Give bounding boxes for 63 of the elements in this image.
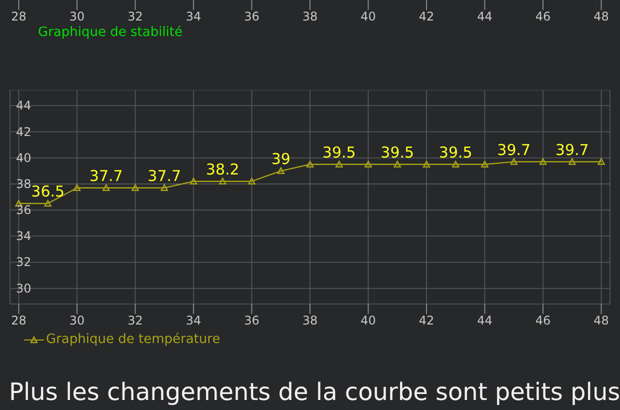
- point: [364, 160, 372, 168]
- point: [306, 160, 314, 168]
- point: [132, 184, 139, 191]
- point: [219, 178, 226, 184]
- legend-label: Graphique de température: [46, 332, 220, 347]
- x2-tick-label: 36: [244, 10, 260, 24]
- point: [568, 158, 576, 165]
- point: [422, 160, 430, 168]
- data-label: 36.5: [31, 182, 65, 201]
- data-label: 39.7: [497, 140, 531, 159]
- x-tick-label: 32: [128, 314, 143, 328]
- point: [452, 160, 460, 168]
- point: [394, 160, 401, 168]
- x2-tick-label: 48: [594, 10, 609, 24]
- x2-tick-label: 32: [128, 10, 143, 24]
- x2-tick-label: 34: [186, 10, 202, 24]
- y-tick-label: 38: [16, 176, 32, 191]
- point: [44, 200, 52, 207]
- x-tick-label: 44: [477, 314, 492, 328]
- point: [160, 184, 168, 191]
- x-tick-label: 42: [418, 314, 434, 328]
- x-tick-label: 38: [302, 314, 318, 328]
- point: [336, 160, 343, 168]
- x-tick-label: 36: [244, 314, 260, 328]
- x-tick-label: 30: [69, 314, 85, 328]
- y-tick-label: 32: [16, 255, 32, 270]
- x2-tick-label: 46: [535, 10, 551, 24]
- y-tick-label: 30: [16, 281, 32, 296]
- x-tick-label: 40: [360, 314, 376, 328]
- data-label: 39.5: [380, 143, 414, 162]
- point: [277, 167, 284, 174]
- y-tick-label: 42: [16, 124, 32, 139]
- data-label: 39.5: [322, 143, 356, 162]
- point: [73, 184, 81, 191]
- point: [102, 184, 110, 191]
- text: Plus les changements de la courbe sont petits plus: [9, 378, 620, 406]
- x2-tick-label: 28: [11, 10, 26, 24]
- y-tick-label: 34: [16, 229, 32, 244]
- x2-tick-label: 30: [69, 10, 85, 24]
- x2-tick-label: 40: [360, 10, 376, 24]
- y-tick-label: 40: [16, 150, 32, 165]
- data-label: 39: [271, 150, 290, 168]
- x2-tick-label: 38: [302, 10, 318, 24]
- x2-tick-label: 42: [418, 10, 434, 24]
- x-tick-label: 48: [594, 314, 609, 328]
- point: [190, 178, 198, 184]
- data-label: 38.2: [206, 160, 240, 178]
- point: [539, 158, 547, 165]
- x-tick-label: 28: [11, 314, 26, 328]
- x2-tick-label: 44: [477, 10, 492, 24]
- data-label: 37.7: [89, 166, 123, 185]
- point: [598, 158, 605, 165]
- y-tick-label: 36: [16, 203, 32, 218]
- x-tick-label: 46: [535, 314, 551, 328]
- x-tick-label: 34: [186, 314, 202, 328]
- point: [481, 160, 488, 168]
- text: Graphique de stabilité: [38, 25, 183, 40]
- point: [510, 158, 518, 165]
- data-label: 37.7: [148, 166, 182, 185]
- point: [248, 178, 256, 184]
- data-label: 39.7: [555, 140, 589, 159]
- data-label: 39.5: [438, 143, 472, 162]
- y-tick-label: 44: [16, 98, 32, 113]
